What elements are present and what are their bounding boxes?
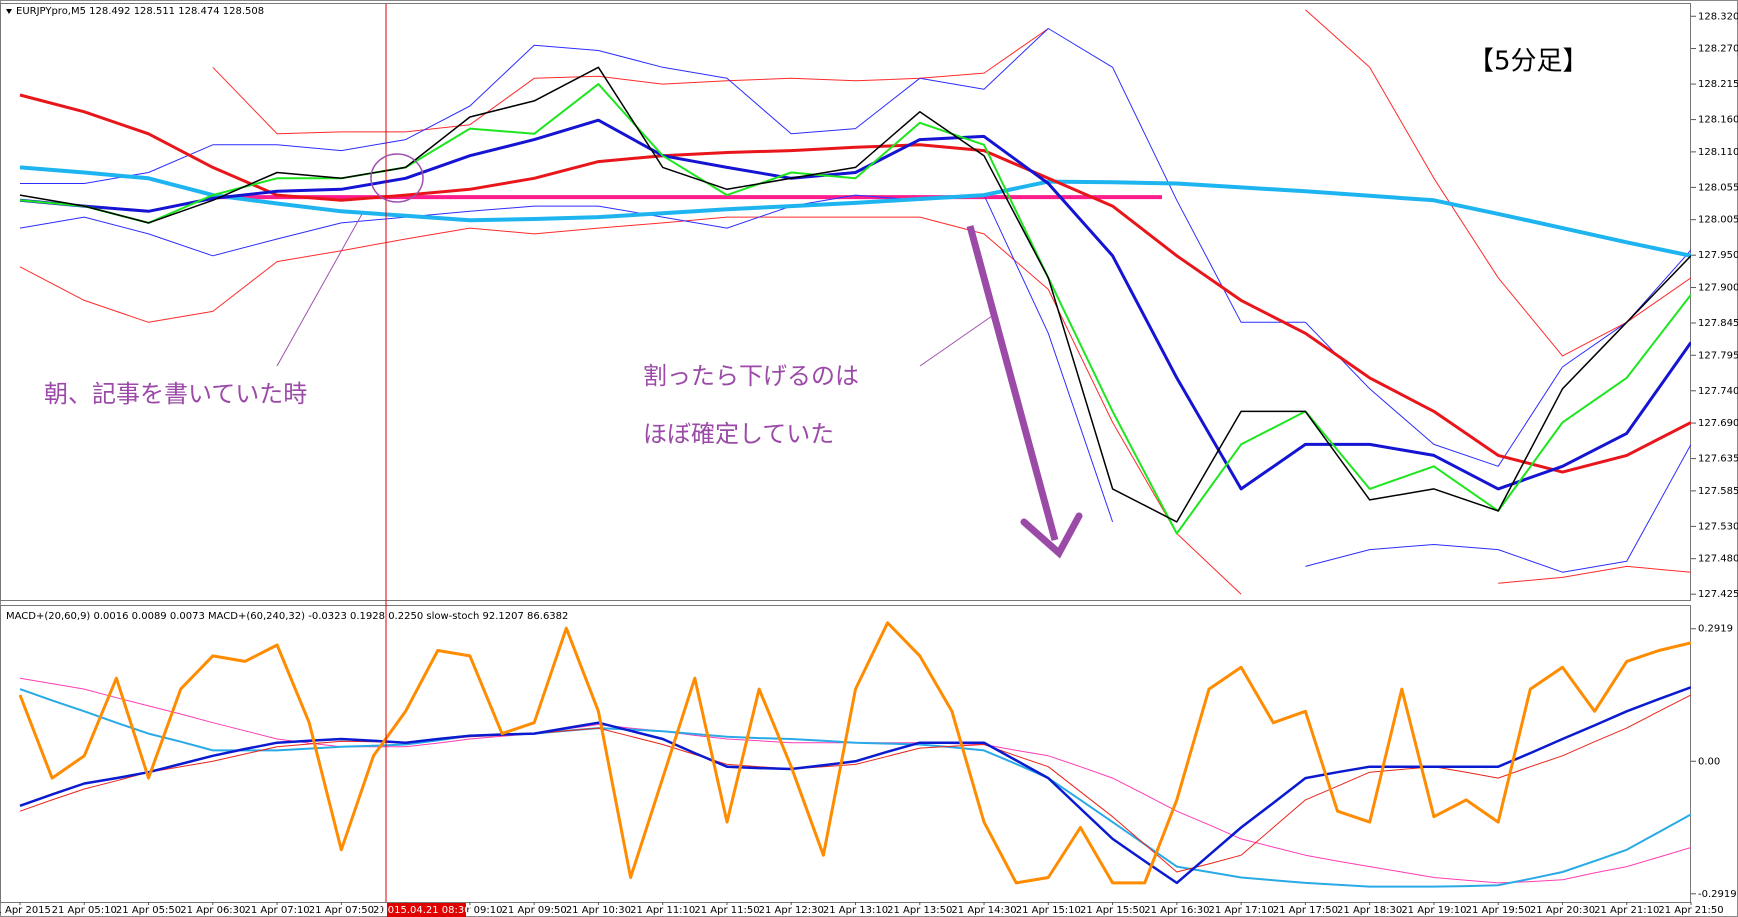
y-tick-label: 127.425: [1698, 589, 1738, 600]
annotation: ほぼ確定していた: [643, 420, 834, 448]
y-tick-label: 128.005: [1698, 215, 1738, 226]
menu-triangle: [6, 9, 12, 14]
x-tick-label: 21 Apr 21:50: [1658, 905, 1723, 916]
y-tick-label: 127.950: [1698, 250, 1738, 261]
x-tick-label: 21 Apr 07:10: [244, 905, 309, 916]
cursor-label: 2015.04.21 08:30: [381, 905, 470, 916]
y-tick-label: 128.110: [1698, 147, 1738, 158]
timeframe-badge: 【5分足】: [1468, 47, 1589, 77]
x-tick-label: 21 Apr 09:50: [502, 905, 567, 916]
indicator-panel: [0, 605, 1691, 903]
series-line: [19, 118, 1691, 491]
y-tick-label: 128.270: [1698, 44, 1738, 55]
series-line: [19, 688, 1691, 888]
x-tick-label: 21 Apr 14:30: [951, 905, 1016, 916]
callout-line: [276, 213, 363, 367]
y-tick-label: 127.845: [1698, 318, 1738, 329]
series-line: [19, 83, 1691, 535]
y-tick-label: 127.585: [1698, 486, 1738, 497]
x-tick-label: 21 Apr 18:30: [1337, 905, 1402, 916]
y-tick-label: 128.055: [1698, 182, 1738, 193]
x-tick-label: 21 Apr 21:10: [1594, 905, 1659, 916]
y-tick-label: 0.00: [1698, 756, 1720, 767]
x-tick-label: 21 Apr 07:50: [309, 905, 374, 916]
x-tick-label: 21 Apr 16:30: [1144, 905, 1209, 916]
y-tick-label: 128.320: [1698, 11, 1738, 22]
arrow-head: [1020, 512, 1083, 559]
y-tick-label: 127.635: [1698, 454, 1738, 465]
y-tick-label: -0.2919: [1698, 889, 1737, 900]
highlight-circle: [370, 153, 424, 203]
y-tick-label: 127.480: [1698, 554, 1738, 565]
y-tick-label: 0.2919: [1698, 624, 1733, 635]
down-arrow: [966, 225, 1059, 541]
x-tick-label: 21 Apr 11:50: [694, 905, 759, 916]
x-tick-label: 21 Apr 12:30: [759, 905, 824, 916]
series-line: [20, 28, 1691, 467]
indicator-header: MACD+(20,60,9) 0.0016 0.0089 0.0073 MACD…: [6, 611, 568, 622]
callout-line: [919, 315, 993, 367]
annotation: 割ったら下げるのは: [643, 362, 859, 390]
y-tick-label: 127.795: [1698, 350, 1738, 361]
plot-area: [19, 9, 1691, 595]
y-tick-label: 127.690: [1698, 418, 1738, 429]
x-tick-label: 21 Apr 15:10: [1016, 905, 1081, 916]
series-line: [19, 686, 1691, 885]
y-tick-label: 127.530: [1698, 521, 1738, 532]
x-tick-label: 21 Apr 09:10: [437, 905, 502, 916]
series-line: [19, 694, 1691, 873]
x-tick-label: 21 Apr 06:30: [180, 905, 245, 916]
cursor-label-box: [387, 903, 466, 917]
x-tick-label: 21 Apr 11:10: [630, 905, 695, 916]
series-line: [19, 93, 1691, 474]
y-tick-label: 128.215: [1698, 79, 1738, 90]
x-tick-label: 21 Apr 05:50: [116, 905, 181, 916]
price-panel: [0, 3, 1691, 601]
x-tick-label: 21 Apr 19:50: [1466, 905, 1531, 916]
series-line: [19, 216, 1691, 595]
series-line: [19, 165, 1691, 258]
annotation: 朝、記事を書いていた時: [44, 380, 307, 408]
x-tick-label: 21 Apr 20:30: [1530, 905, 1595, 916]
series-line: [19, 66, 1691, 523]
y-tick-label: 128.160: [1698, 115, 1738, 126]
series-line: [18, 621, 1691, 885]
x-tick-label: 21 Apr 17:10: [1209, 905, 1274, 916]
x-tick-label: 21 Apr 2015: [0, 905, 51, 916]
x-tick-label: 21 Apr 15:50: [1080, 905, 1145, 916]
y-tick-label: 127.900: [1698, 282, 1738, 293]
x-tick-label: 21 Apr 19:10: [1401, 905, 1466, 916]
plot-area: [18, 621, 1691, 888]
x-tick-label: 21 Apr 13:50: [887, 905, 952, 916]
x-tick-label: 21 Apr 13:10: [823, 905, 888, 916]
x-tick-label: 21 Apr 10:30: [566, 905, 631, 916]
x-tick-label: 21 Apr 05:10: [52, 905, 117, 916]
y-tick-label: 127.740: [1698, 386, 1738, 397]
x-tick-label: 21 Apr 17:50: [1273, 905, 1338, 916]
price-header: EURJPYpro,M5 128.492 128.511 128.474 128…: [16, 6, 264, 17]
